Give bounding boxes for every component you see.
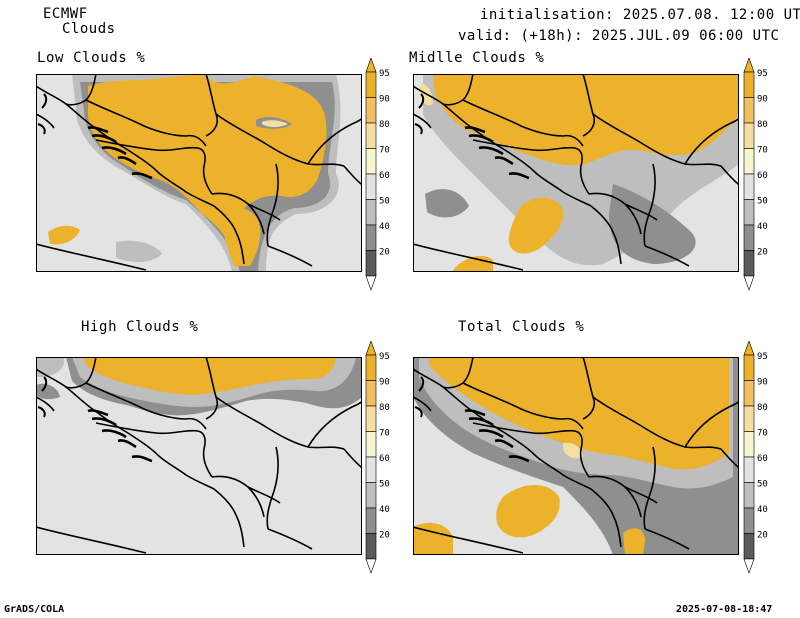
colorbar-tick-label: 95 [757,352,768,362]
colorbar-swatch [743,71,755,98]
colorbar-tick-label: 40 [757,505,768,515]
colorbar-over-triangle [743,58,755,73]
colorbar-tick-label: 60 [379,171,390,181]
panel-title-high: High Clouds % [81,319,199,335]
colorbar-tick-label: 70 [757,429,768,439]
colorbar-tick-label: 90 [379,378,390,388]
colorbar-bottom-left: 95 90 80 70 60 50 40 20 [365,341,390,574]
colorbar-tick-label: 90 [757,95,768,105]
colorbar-tick-label: 70 [379,429,390,439]
colorbar-swatch [743,224,755,251]
map-panel-total-clouds [413,357,739,555]
map-panel-middle-clouds [413,74,739,272]
colorbar-swatch [365,354,377,381]
colorbar-top-left: 95 90 80 70 60 50 40 20 [365,58,390,291]
colorbar-under-triangle [743,558,755,574]
product-label: Clouds [62,21,116,37]
colorbar-tick-label: 60 [757,454,768,464]
software-credit: GrADS/COLA [4,604,65,615]
colorbar-swatch [365,380,377,407]
colorbar-tick-label: 50 [379,197,390,207]
colorbar-tick-label: 70 [757,146,768,156]
colorbar-tick-label: 80 [757,120,768,130]
colorbar-swatch [743,250,755,277]
valid-time-label: valid: (+18h): 2025.JUL.09 06:00 UTC [458,28,780,44]
colorbar-swatch [365,71,377,98]
colorbar-tick-label: 80 [379,120,390,130]
colorbar-swatch [743,97,755,124]
colorbar-swatch [365,173,377,200]
initialisation-label: initialisation: 2025.07.08. 12:00 UTC [480,7,800,23]
colorbar-swatch [365,456,377,483]
colorbar-tick-label: 50 [757,480,768,490]
colorbar-swatch [365,533,377,560]
map-panel-high-clouds [36,357,362,555]
colorbar-swatch [365,224,377,251]
model-label: ECMWF [43,6,88,22]
colorbar-over-triangle [743,341,755,356]
panel-title-middle: Midlle Clouds % [409,50,545,66]
colorbar-tick-label: 20 [757,531,768,541]
cloud-orange-low [88,74,327,244]
colorbar-tick-label: 90 [379,95,390,105]
colorbar-tick-label: 20 [379,248,390,258]
colorbar-under-triangle [743,275,755,291]
colorbar-tick-label: 80 [757,403,768,413]
colorbar-top-right: 95 90 80 70 60 50 40 20 [743,58,768,291]
colorbar-swatch [743,507,755,534]
colorbar-swatch [743,199,755,226]
colorbar-tick-label: 90 [757,378,768,388]
colorbar-swatch [743,456,755,483]
colorbar-tick-label: 95 [379,69,390,79]
colorbar-tick-label: 95 [757,69,768,79]
render-timestamp: 2025-07-08-18:47 [676,604,773,615]
colorbar-tick-label: 80 [379,403,390,413]
colorbar-tick-label: 40 [757,222,768,232]
colorbar-swatch [365,405,377,432]
colorbar-swatch [365,482,377,509]
colorbar-under-triangle [365,558,377,574]
colorbar-swatch [743,482,755,509]
colorbar-swatch [743,405,755,432]
colorbar-tick-label: 95 [379,352,390,362]
colorbar-over-triangle [365,341,377,356]
colorbar-tick-label: 60 [379,454,390,464]
colorbar-under-triangle [365,275,377,291]
colorbar-swatch [743,533,755,560]
colorbar-swatch [365,148,377,175]
colorbar-tick-label: 40 [379,505,390,515]
map-panel-low-clouds [36,74,362,272]
colorbar-tick-label: 60 [757,171,768,181]
colorbar-swatch [743,122,755,149]
colorbar-tick-label: 20 [379,531,390,541]
colorbar-swatch [365,507,377,534]
colorbar-tick-label: 20 [757,248,768,258]
colorbar-over-triangle [365,58,377,73]
colorbar-tick-label: 50 [757,197,768,207]
colorbar-swatch [743,431,755,458]
colorbar-tick-label: 40 [379,222,390,232]
colorbar-swatch [365,199,377,226]
panel-title-total: Total Clouds % [458,319,585,335]
colorbar-tick-label: 70 [379,146,390,156]
colorbar-swatch [365,122,377,149]
colorbar-bottom-right: 95 90 80 70 60 50 40 20 [743,341,768,574]
colorbar-swatch [365,250,377,277]
colorbar-swatch [743,354,755,381]
colorbar-swatch [743,148,755,175]
colorbar-swatch [743,380,755,407]
colorbar-swatch [743,173,755,200]
panel-title-low: Low Clouds % [37,50,146,66]
colorbar-swatch [365,431,377,458]
colorbar-swatch [365,97,377,124]
colorbar-tick-label: 50 [379,480,390,490]
